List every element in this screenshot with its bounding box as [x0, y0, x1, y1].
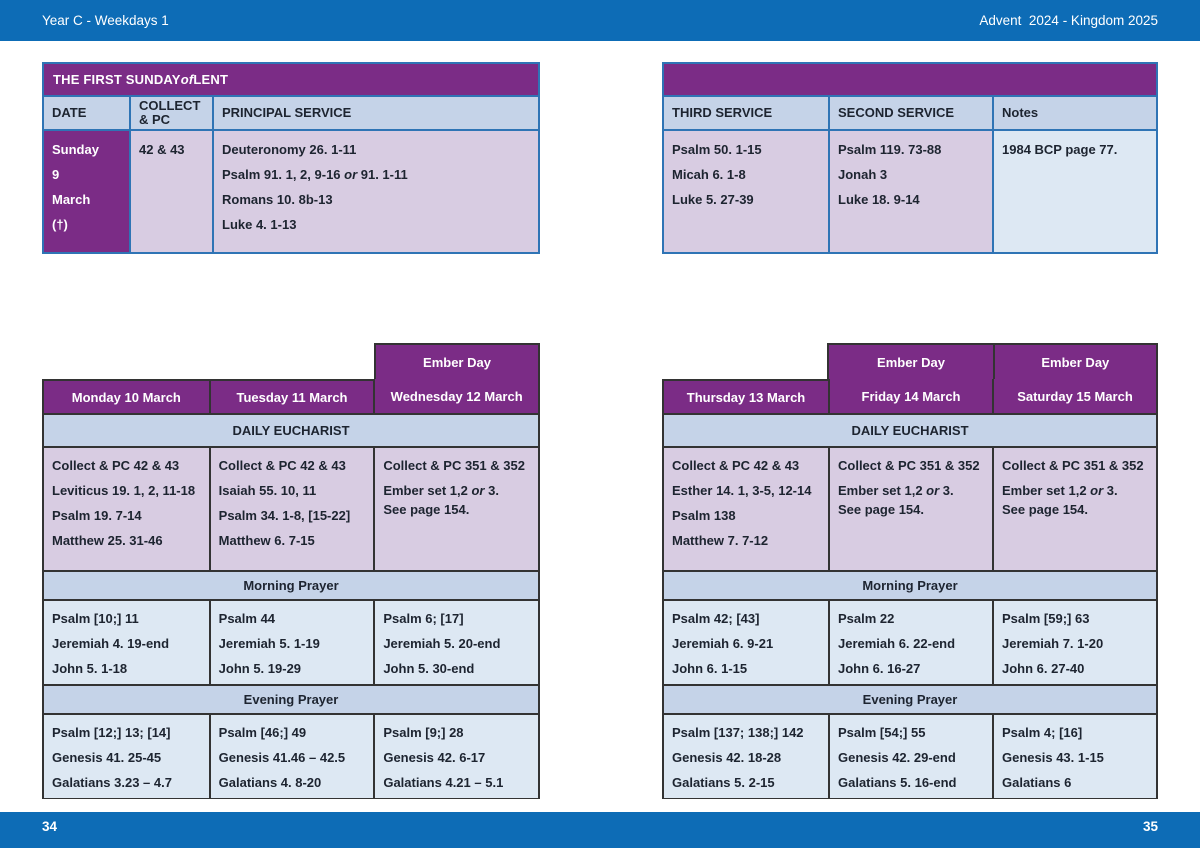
column-header-principal-service: PRINCIPAL SERVICE	[212, 97, 538, 129]
eucharist-cell-saturday: Collect & PC 351 & 352 Ember set 1,2 or 3…	[992, 448, 1156, 570]
eucharist-row-right: Collect & PC 42 & 43 Esther 14. 1, 3-5, 1…	[664, 448, 1156, 570]
sunday-table-right: THIRD SERVICE SECOND SERVICE Notes Psalm…	[662, 62, 1158, 254]
day-header-wednesday: Wednesday 12 March	[373, 379, 538, 413]
page-footer-bar: 34 35	[0, 812, 1200, 848]
eucharist-cell-monday: Collect & PC 42 & 43 Leviticus 19. 1, 2, …	[44, 448, 209, 570]
eucharist-row-left: Collect & PC 42 & 43 Leviticus 19. 1, 2, …	[44, 448, 538, 570]
column-header-date: DATE	[44, 97, 129, 129]
evening-prayer-cell-monday: Psalm [12;] 13; [14] Genesis 41. 25-45 Gal…	[44, 715, 209, 798]
evening-prayer-section-header: Evening Prayer	[44, 684, 538, 715]
day-header-row-left: Monday 10 March Tuesday 11 March Wednesd…	[44, 379, 538, 413]
ember-empty-slot	[208, 343, 374, 379]
day-header-tuesday: Tuesday 11 March	[208, 379, 374, 413]
morning-prayer-cell-saturday: Psalm [59;] 63 Jeremiah 7. 1-20 John 6. 27…	[992, 601, 1156, 684]
sunday-title-continuation-bar	[664, 64, 1156, 97]
second-service-cell: Psalm 119. 73-88 Jonah 3 Luke 18. 9-14	[828, 131, 992, 252]
column-header-third-service: THIRD SERVICE	[664, 97, 828, 129]
morning-prayer-section-header: Morning Prayer	[44, 570, 538, 601]
eucharist-cell-tuesday: Collect & PC 42 & 43 Isaiah 55. 10, 11 Psa…	[208, 448, 374, 570]
ember-row-right: Ember Day Ember Day	[662, 343, 1158, 379]
evening-prayer-cell-tuesday: Psalm [46;] 49 Genesis 41.46 – 42.5 Galati…	[208, 715, 374, 798]
sunday-right-header-row: THIRD SERVICE SECOND SERVICE Notes	[664, 97, 1156, 131]
eucharist-cell-wednesday: Collect & PC 351 & 352 Ember set 1,2 or 3…	[373, 448, 538, 570]
morning-prayer-row-right: Psalm 42; [43] Jeremiah 6. 9-21 John 6. 1-…	[664, 601, 1156, 684]
eucharist-cell-friday: Collect & PC 351 & 352 Ember set 1,2 or 3…	[828, 448, 992, 570]
morning-prayer-cell-monday: Psalm [10;] 11 Jeremiah 4. 19-end John 5. …	[44, 601, 209, 684]
morning-prayer-cell-friday: Psalm 22 Jeremiah 6. 22-end John 6. 16-27	[828, 601, 992, 684]
morning-prayer-row-left: Psalm [10;] 11 Jeremiah 4. 19-end John 5. …	[44, 601, 538, 684]
daily-eucharist-section-header: DAILY EUCHARIST	[44, 413, 538, 448]
sunday-right-body-row: Psalm 50. 1-15 Micah 6. 1-8 Luke 5. 27-39 …	[664, 131, 1156, 252]
evening-prayer-cell-wednesday: Psalm [9;] 28 Genesis 42. 6-17 Galatians 4…	[373, 715, 538, 798]
page-header-bar: Year C - Weekdays 1 Advent 2024 - Kingdo…	[0, 0, 1200, 41]
morning-prayer-cell-thursday: Psalm 42; [43] Jeremiah 6. 9-21 John 6. 1-…	[664, 601, 828, 684]
morning-prayer-cell-wednesday: Psalm 6; [17] Jeremiah 5. 20-end John 5. 3…	[373, 601, 538, 684]
ember-empty-slot	[42, 343, 208, 379]
evening-prayer-section-header: Evening Prayer	[664, 684, 1156, 715]
ember-row-left: Ember Day	[42, 343, 540, 379]
evening-prayer-cell-saturday: Psalm 4; [16] Genesis 43. 1-15 Galatians 6	[992, 715, 1156, 798]
ember-empty-slot	[662, 343, 827, 379]
sunday-left-header-row: DATE COLLECT & PC PRINCIPAL SERVICE	[44, 97, 538, 131]
ember-day-badge-saturday: Ember Day	[992, 343, 1158, 379]
evening-prayer-row-right: Psalm [137; 138;] 142 Genesis 42. 18-28 Ga…	[664, 715, 1156, 798]
weekday-grid-left: Monday 10 March Tuesday 11 March Wednesd…	[42, 379, 540, 799]
weekday-table-right: Ember Day Ember Day Thursday 13 March Fr…	[662, 343, 1158, 799]
principal-service-cell: Deuteronomy 26. 1-11 Psalm 91. 1, 2, 9-16…	[212, 131, 538, 252]
day-header-saturday: Saturday 15 March	[992, 379, 1156, 413]
collect-pc-cell: 42 & 43	[129, 131, 212, 252]
weekday-grid-right: Thursday 13 March Friday 14 March Saturd…	[662, 379, 1158, 799]
third-service-cell: Psalm 50. 1-15 Micah 6. 1-8 Luke 5. 27-39	[664, 131, 828, 252]
sunday-title: THE FIRST SUNDAY of LENT	[44, 64, 538, 97]
column-header-collect-pc: COLLECT & PC	[129, 97, 212, 129]
ember-day-badge-wednesday: Ember Day	[374, 343, 540, 379]
evening-prayer-cell-thursday: Psalm [137; 138;] 142 Genesis 42. 18-28 Ga…	[664, 715, 828, 798]
weekday-table-left: Ember Day Monday 10 March Tuesday 11 Mar…	[42, 343, 540, 799]
evening-prayer-row-left: Psalm [12;] 13; [14] Genesis 41. 25-45 Gal…	[44, 715, 538, 798]
header-left-title: Year C - Weekdays 1	[42, 13, 169, 28]
morning-prayer-cell-tuesday: Psalm 44 Jeremiah 5. 1-19 John 5. 19-29	[208, 601, 374, 684]
notes-cell: 1984 BCP page 77.	[992, 131, 1156, 252]
page-number-right: 35	[1142, 819, 1158, 834]
sunday-left-body-row: Sunday 9 March (†) 42 & 43 Deuteronomy 26. …	[44, 131, 538, 252]
column-header-second-service: SECOND SERVICE	[828, 97, 992, 129]
page-number-left: 34	[42, 819, 58, 834]
date-cell: Sunday 9 March (†)	[44, 131, 129, 252]
header-right-title: Advent 2024 - Kingdom 2025	[979, 13, 1158, 28]
day-header-friday: Friday 14 March	[828, 379, 992, 413]
morning-prayer-section-header: Morning Prayer	[664, 570, 1156, 601]
eucharist-cell-thursday: Collect & PC 42 & 43 Esther 14. 1, 3-5, 1…	[664, 448, 828, 570]
day-header-monday: Monday 10 March	[44, 379, 209, 413]
evening-prayer-cell-friday: Psalm [54;] 55 Genesis 42. 29-end Galatian…	[828, 715, 992, 798]
day-header-thursday: Thursday 13 March	[664, 379, 828, 413]
column-header-notes: Notes	[992, 97, 1156, 129]
sunday-table-left: THE FIRST SUNDAY of LENT DATE COLLECT & P…	[42, 62, 540, 254]
daily-eucharist-section-header: DAILY EUCHARIST	[664, 413, 1156, 448]
day-header-row-right: Thursday 13 March Friday 14 March Saturd…	[664, 379, 1156, 413]
ember-day-badge-friday: Ember Day	[827, 343, 993, 379]
